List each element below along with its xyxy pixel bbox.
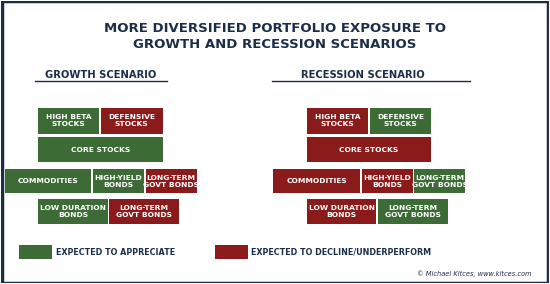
FancyBboxPatch shape xyxy=(378,199,448,224)
Text: © Michael Kitces, www.kitces.com: © Michael Kitces, www.kitces.com xyxy=(417,270,532,277)
Text: RECESSION SCENARIO: RECESSION SCENARIO xyxy=(301,70,425,80)
FancyBboxPatch shape xyxy=(273,169,360,193)
Text: DEFENSIVE
STOCKS: DEFENSIVE STOCKS xyxy=(108,114,155,127)
Text: DEFENSIVE
STOCKS: DEFENSIVE STOCKS xyxy=(377,114,424,127)
FancyBboxPatch shape xyxy=(414,169,465,193)
FancyBboxPatch shape xyxy=(93,169,144,193)
FancyBboxPatch shape xyxy=(214,245,248,259)
FancyBboxPatch shape xyxy=(370,108,431,133)
Text: LOW DURATION
BONDS: LOW DURATION BONDS xyxy=(40,205,106,218)
FancyBboxPatch shape xyxy=(362,169,412,193)
Text: LONG-TERM
GOVT BONDS: LONG-TERM GOVT BONDS xyxy=(412,174,468,187)
Text: EXPECTED TO APPRECIATE: EXPECTED TO APPRECIATE xyxy=(56,248,175,257)
Text: LONG-TERM
GOVT BONDS: LONG-TERM GOVT BONDS xyxy=(385,205,441,218)
FancyBboxPatch shape xyxy=(146,169,196,193)
Text: HIGH BETA
STOCKS: HIGH BETA STOCKS xyxy=(315,114,360,127)
Text: LONG-TERM
GOVT BONDS: LONG-TERM GOVT BONDS xyxy=(116,205,172,218)
Text: COMMODITIES: COMMODITIES xyxy=(18,178,78,184)
FancyBboxPatch shape xyxy=(307,137,431,162)
Text: LOW DURATION
BONDS: LOW DURATION BONDS xyxy=(309,205,375,218)
Text: LONG-TERM
GOVT BONDS: LONG-TERM GOVT BONDS xyxy=(143,174,199,187)
Text: CORE STOCKS: CORE STOCKS xyxy=(339,147,399,153)
Text: HIGH-YIELD
BONDS: HIGH-YIELD BONDS xyxy=(364,174,411,187)
FancyBboxPatch shape xyxy=(307,108,368,133)
Text: COMMODITIES: COMMODITIES xyxy=(287,178,347,184)
FancyBboxPatch shape xyxy=(101,108,163,133)
Text: HIGH-YIELD
BONDS: HIGH-YIELD BONDS xyxy=(95,174,142,187)
FancyBboxPatch shape xyxy=(19,245,52,259)
Text: CORE STOCKS: CORE STOCKS xyxy=(70,147,130,153)
FancyBboxPatch shape xyxy=(109,199,179,224)
Text: MORE DIVERSIFIED PORTFOLIO EXPOSURE TO
GROWTH AND RECESSION SCENARIOS: MORE DIVERSIFIED PORTFOLIO EXPOSURE TO G… xyxy=(104,22,446,51)
FancyBboxPatch shape xyxy=(38,108,100,133)
Text: HIGH BETA
STOCKS: HIGH BETA STOCKS xyxy=(46,114,91,127)
FancyBboxPatch shape xyxy=(38,199,108,224)
Text: GROWTH SCENARIO: GROWTH SCENARIO xyxy=(46,70,157,80)
FancyBboxPatch shape xyxy=(38,137,163,162)
FancyBboxPatch shape xyxy=(307,199,377,224)
FancyBboxPatch shape xyxy=(4,169,91,193)
Text: EXPECTED TO DECLINE/UNDERPERFORM: EXPECTED TO DECLINE/UNDERPERFORM xyxy=(251,248,432,257)
